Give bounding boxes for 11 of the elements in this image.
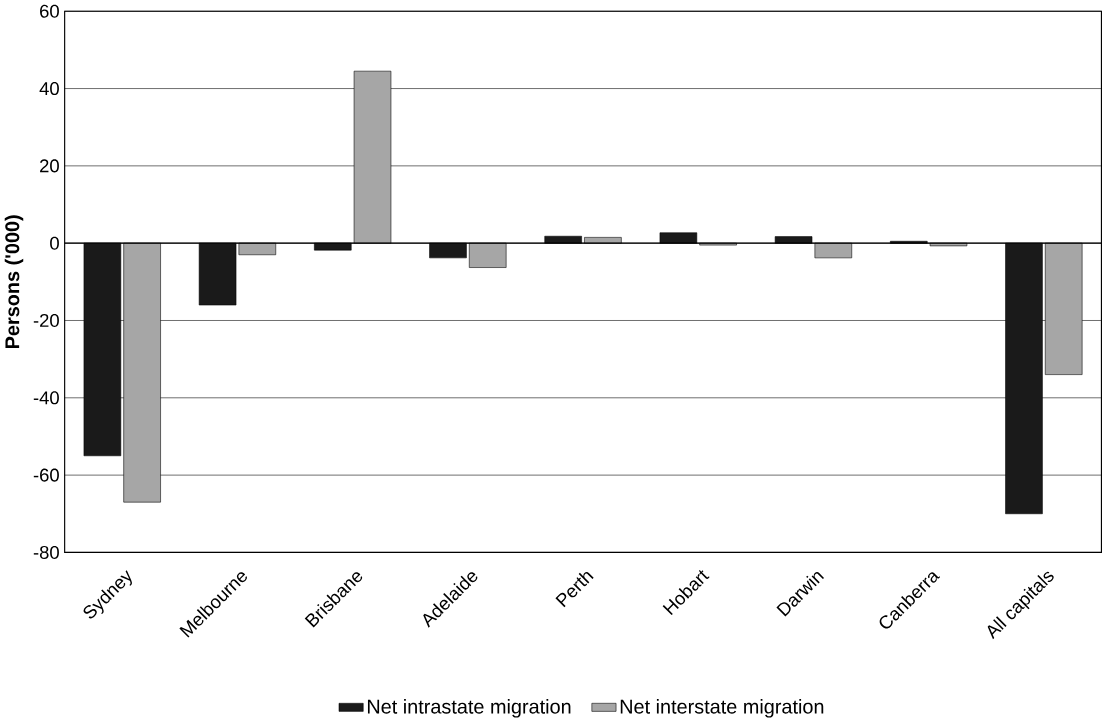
- y-axis-title: Persons ('000): [4, 215, 24, 348]
- y-tick-label: 20: [40, 159, 59, 173]
- legend-label: Net interstate migration: [620, 698, 824, 718]
- y-tick-label: 0: [50, 236, 59, 250]
- y-tick-label: -60: [33, 468, 59, 482]
- y-tick-label: -80: [33, 545, 59, 559]
- y-tick-label: 40: [39, 81, 59, 95]
- y-tick-label: 60: [40, 4, 59, 18]
- y-tick-label: -40: [33, 391, 59, 405]
- legend-label: Net intrastate migration: [367, 698, 571, 718]
- y-tick-label: -20: [33, 313, 59, 327]
